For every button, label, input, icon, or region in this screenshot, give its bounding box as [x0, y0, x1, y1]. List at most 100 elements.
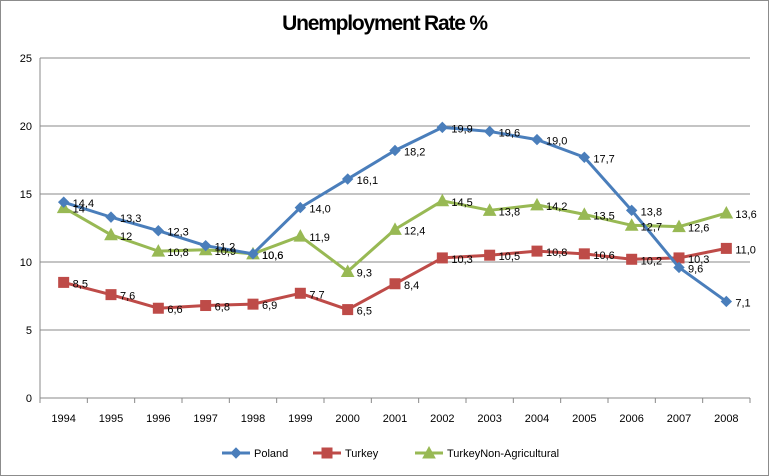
x-tick-label: 2003 [477, 413, 501, 425]
data-label: 12,3 [167, 227, 188, 239]
data-label: 10,2 [641, 255, 662, 267]
x-tick-label: 1996 [146, 413, 170, 425]
data-point [341, 173, 354, 185]
data-label: 16,1 [357, 175, 378, 187]
data-label: 12 [120, 231, 132, 243]
data-point [247, 298, 259, 310]
data-point [483, 125, 496, 138]
data-label: 10,8 [546, 247, 567, 259]
data-point [389, 144, 401, 157]
x-tick-label: 2008 [714, 413, 738, 425]
data-label: 14,4 [73, 198, 94, 210]
data-label: 14,5 [451, 197, 472, 209]
data-point [58, 276, 70, 288]
data-label: 7,6 [120, 291, 135, 303]
data-point [152, 302, 164, 314]
data-label: 11,2 [215, 242, 236, 254]
data-label: 17,7 [593, 153, 614, 165]
data-point [435, 193, 450, 207]
data-label: 19,9 [451, 123, 472, 135]
data-point [105, 211, 117, 223]
data-point [672, 219, 686, 233]
data-point [530, 197, 544, 211]
x-tick-label: 2002 [430, 413, 454, 425]
data-label: 13,8 [499, 206, 520, 218]
data-point [578, 151, 591, 163]
data-label: 11,0 [735, 244, 756, 256]
legend-label: Turkey [345, 448, 379, 460]
data-point [340, 264, 355, 278]
x-tick-label: 2007 [667, 413, 691, 425]
y-tick-label: 10 [20, 257, 32, 269]
data-point [436, 252, 448, 264]
legend-marker [422, 445, 436, 459]
y-tick-label: 20 [20, 121, 32, 133]
data-point [531, 245, 543, 257]
data-label: 19,6 [499, 127, 520, 139]
data-point [294, 287, 306, 299]
data-point [719, 205, 734, 219]
data-point [151, 244, 166, 257]
data-label: 12,4 [404, 225, 425, 237]
y-tick-label: 25 [20, 53, 32, 65]
data-label: 13,3 [120, 213, 141, 225]
data-point [293, 229, 308, 242]
data-point [673, 261, 685, 274]
data-label: 6,5 [357, 306, 372, 318]
data-label: 10,9 [215, 246, 236, 258]
data-label: 7,7 [309, 289, 324, 301]
data-point [436, 121, 449, 134]
data-point [578, 248, 590, 260]
data-point [104, 227, 118, 241]
data-point [484, 249, 496, 261]
data-label: 10,6 [262, 250, 283, 262]
data-point [105, 289, 117, 301]
data-label-layer: 14,4 13,3 12,3 11,2 10,6 14,0 16,1 18,2 19,9 19,6… [73, 123, 757, 317]
x-tick-label: 2005 [572, 413, 596, 425]
data-point [200, 300, 212, 312]
data-label: 12,6 [688, 223, 709, 235]
data-point [531, 133, 543, 146]
legend: Poland Turkey TurkeyNon-Agricultural [222, 445, 559, 460]
data-label: 6,9 [262, 300, 277, 312]
data-label: 13,6 [735, 209, 756, 221]
data-label: 13,8 [641, 206, 662, 218]
legend-marker [230, 447, 242, 459]
data-point [577, 207, 592, 220]
data-label: 6,6 [167, 304, 182, 316]
data-label: 10,8 [167, 247, 188, 259]
data-label: 9,3 [357, 268, 372, 280]
x-tick-label: 1997 [193, 413, 217, 425]
data-label: 8,5 [73, 278, 88, 290]
data-label: 10,6 [262, 250, 283, 262]
data-label: 13,5 [593, 210, 614, 222]
data-point [342, 304, 354, 316]
data-label: 6,8 [215, 302, 230, 314]
series-layer [56, 121, 734, 316]
data-label: 11,9 [309, 232, 330, 244]
data-label: 9,6 [688, 263, 703, 275]
data-point [57, 196, 70, 208]
axis-layer: 0 5 10 15 20 25 1994 1995 1996 1997 1998 1999 2000 20… [20, 53, 751, 425]
legend-label: Poland [254, 448, 288, 460]
x-tick-label: 1994 [51, 413, 75, 425]
data-label: 10,5 [499, 251, 520, 263]
data-point [626, 253, 638, 265]
data-label: 14,0 [309, 204, 330, 216]
data-label: 10,6 [593, 250, 614, 262]
legend-label: TurkeyNon-Agricultural [447, 448, 559, 460]
data-point [199, 239, 212, 252]
x-tick-label: 2006 [619, 413, 643, 425]
data-label: 14,2 [546, 201, 567, 213]
y-tick-label: 15 [20, 189, 32, 201]
x-tick-label: 1998 [241, 413, 265, 425]
x-tick-label: 1995 [99, 413, 123, 425]
x-tick-label: 2000 [335, 413, 359, 425]
data-point [388, 222, 402, 235]
legend-marker [321, 447, 333, 459]
data-label: 10,3 [451, 254, 472, 266]
y-tick-label: 0 [26, 393, 32, 405]
data-label: 18,2 [404, 146, 425, 158]
data-point [624, 218, 639, 231]
